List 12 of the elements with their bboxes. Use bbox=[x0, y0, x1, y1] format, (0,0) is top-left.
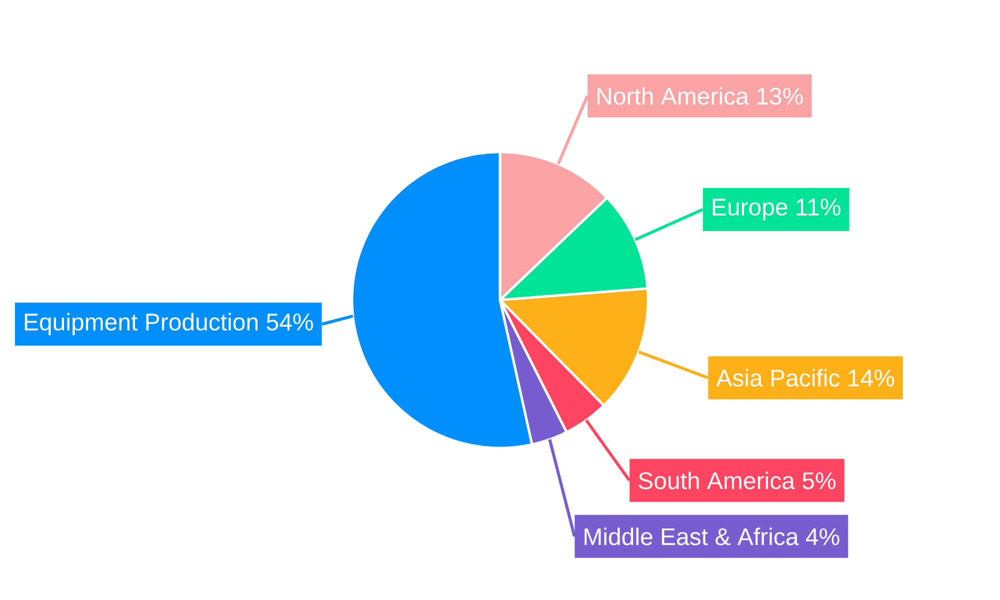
data-label: 5% bbox=[802, 472, 836, 490]
data-label: 4% bbox=[806, 528, 840, 546]
data-label: 14% bbox=[848, 370, 894, 386]
slice-label: Equipment Production bbox=[24, 312, 258, 336]
slice-label: Europe bbox=[712, 198, 788, 220]
slice-label: South America bbox=[638, 472, 795, 490]
data-label: 54% bbox=[266, 314, 313, 331]
slice-label: Middle East & Africa bbox=[584, 528, 799, 546]
slice-label: North America bbox=[598, 87, 749, 105]
data-label: 13% bbox=[757, 88, 803, 105]
data-label: 11% bbox=[796, 198, 840, 216]
slice-label: Asia Pacific bbox=[716, 368, 840, 387]
